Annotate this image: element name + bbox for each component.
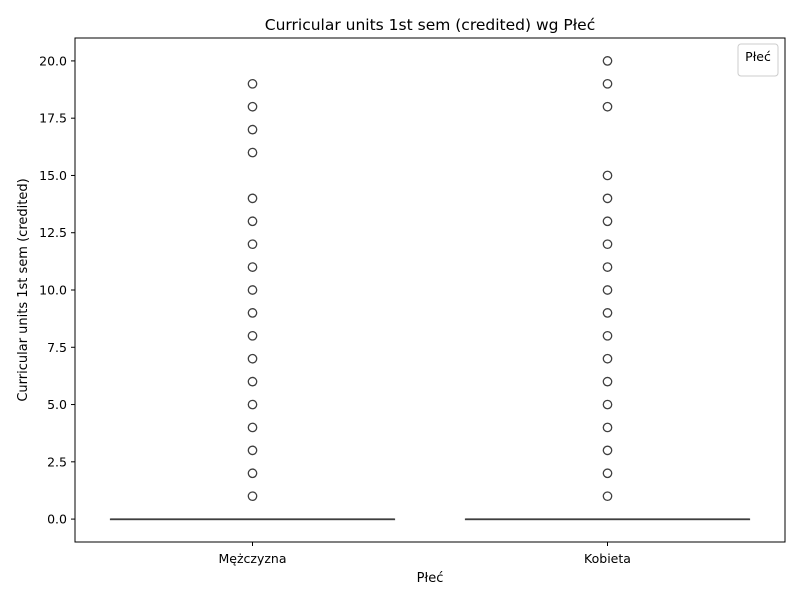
legend-box	[737, 43, 779, 77]
y-tick-label: 20.0	[39, 53, 67, 68]
outlier-point	[602, 101, 613, 112]
outlier-point	[602, 399, 613, 410]
outlier-point	[247, 422, 258, 433]
outlier-point	[602, 376, 613, 387]
outlier-point	[247, 468, 258, 479]
plot-area: 0.0 2.5 5.0 7.5 10.0 12.5 15.0 17.5 20.0 Mężczyzn…	[39, 53, 751, 566]
outlier-point	[247, 216, 258, 227]
outlier-point	[247, 101, 258, 112]
box-2	[464, 56, 751, 521]
y-axis-label: Curricular units 1st sem (credited)	[16, 178, 31, 401]
box-1	[109, 78, 396, 521]
outlier-point	[602, 193, 613, 204]
outlier-point	[247, 193, 258, 204]
outlier-point	[602, 216, 613, 227]
outlier-point	[247, 376, 258, 387]
outlier-point	[247, 239, 258, 250]
y-tick-label: 0.0	[47, 512, 67, 527]
outlier-point	[602, 285, 613, 295]
outlier-point	[602, 308, 613, 318]
y-tick-label: 17.5	[39, 111, 67, 126]
y-tick-label: 15.0	[39, 168, 67, 183]
y-tick-label: 7.5	[47, 340, 67, 355]
x-tick-label: Kobieta	[584, 551, 631, 566]
outlier-point	[247, 330, 258, 341]
outlier-point	[602, 468, 613, 479]
y-tick-label: 5.0	[47, 397, 67, 412]
outlier-point	[602, 445, 613, 456]
outlier-point	[602, 353, 613, 364]
outlier-point	[247, 353, 258, 364]
outlier-point	[602, 330, 613, 341]
outlier-point	[602, 239, 613, 250]
outlier-point	[602, 262, 613, 272]
outlier-point	[602, 78, 613, 89]
x-axis-label: Płeć	[417, 571, 444, 586]
outlier-point	[247, 124, 258, 135]
legend: Płeć	[737, 43, 779, 77]
y-tick-label: 10.0	[39, 283, 67, 298]
outlier-point	[247, 491, 258, 502]
legend-title: Płeć	[745, 49, 771, 64]
x-tick-label: Mężczyzna	[218, 551, 286, 566]
outlier-point	[602, 422, 613, 433]
outlier-point	[602, 491, 613, 502]
outlier-point	[602, 56, 613, 66]
outlier-point	[602, 170, 613, 181]
axes-frame	[74, 37, 786, 543]
outlier-point	[247, 445, 258, 456]
outlier-point	[247, 399, 258, 410]
outlier-point	[247, 308, 258, 318]
outlier-point	[247, 285, 258, 295]
y-tick-label: 12.5	[39, 225, 67, 240]
outlier-point	[247, 262, 258, 272]
y-tick-label: 2.5	[47, 454, 67, 469]
chart-title: Curricular units 1st sem (credited) wg P…	[265, 16, 595, 34]
outlier-point	[247, 147, 258, 158]
outlier-point	[247, 78, 258, 89]
